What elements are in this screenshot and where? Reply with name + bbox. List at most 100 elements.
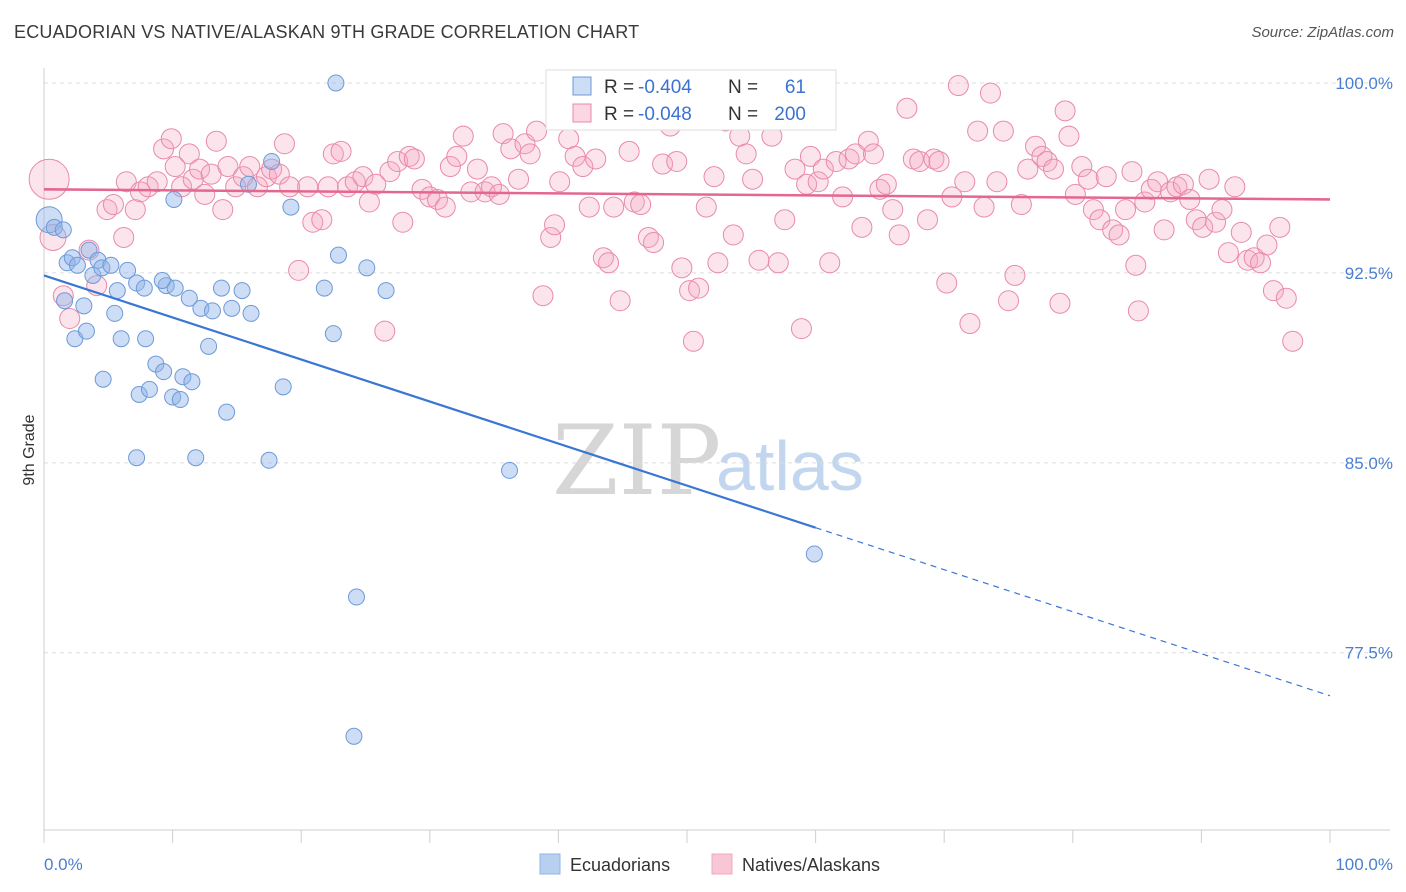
ecuadorian-point bbox=[187, 449, 205, 467]
native-alaskan-point bbox=[317, 176, 339, 198]
ecuadorian-point bbox=[56, 292, 74, 310]
native-alaskan-point bbox=[825, 150, 847, 172]
native-alaskan-point bbox=[967, 120, 989, 142]
native-alaskan-point bbox=[959, 313, 981, 335]
native-alaskan-point bbox=[888, 224, 910, 246]
native-alaskan-point bbox=[572, 156, 594, 178]
y-axis-title: 9th Grade bbox=[21, 414, 38, 485]
ecuadorian-point bbox=[130, 385, 148, 403]
native-alaskan-point bbox=[862, 143, 884, 165]
native-alaskan-point bbox=[790, 318, 812, 340]
native-alaskan-point bbox=[52, 285, 74, 307]
native-alaskan-point bbox=[1275, 287, 1297, 309]
native-alaskan-point bbox=[618, 140, 640, 162]
ecuadorian-point bbox=[102, 256, 120, 274]
native-alaskan-point bbox=[742, 168, 764, 190]
legend-r-label-2: R = bbox=[604, 104, 634, 125]
native-alaskan-point bbox=[909, 150, 931, 172]
native-alaskan-point bbox=[819, 252, 841, 274]
native-alaskan-point bbox=[532, 285, 554, 307]
x-tick-label-max: 100.0% bbox=[1335, 855, 1393, 874]
ecuadorian-point bbox=[137, 330, 155, 348]
ecuadorian-point bbox=[119, 261, 137, 279]
native-alaskan-point bbox=[688, 277, 710, 299]
bottom-legend-swatch-ecuadorians bbox=[539, 853, 561, 875]
bottom-legend-label-natives: Natives/Alaskans bbox=[742, 855, 880, 875]
native-alaskan-point bbox=[466, 158, 488, 180]
axes bbox=[43, 68, 1390, 831]
native-alaskan-point bbox=[205, 130, 227, 152]
legend-n-label-1: N = bbox=[728, 77, 758, 98]
native-alaskan-point bbox=[1071, 156, 1093, 178]
ecuadorian-point bbox=[315, 279, 333, 297]
native-alaskan-point bbox=[707, 252, 729, 274]
native-alaskan-point bbox=[1198, 168, 1220, 190]
native-alaskan-point bbox=[279, 176, 301, 198]
native-alaskan-point bbox=[735, 143, 757, 165]
native-alaskan-point bbox=[387, 150, 409, 172]
legend-r-label-1: R = bbox=[604, 77, 634, 98]
native-alaskan-point bbox=[273, 133, 295, 155]
legend-n-label-2: N = bbox=[728, 104, 758, 125]
ecuadorian-point bbox=[218, 403, 236, 421]
native-alaskan-point bbox=[146, 171, 168, 193]
native-alaskan-point bbox=[671, 257, 693, 279]
ecuadorian-point bbox=[212, 279, 230, 297]
native-alaskan-point bbox=[643, 232, 665, 254]
ecuadorian-point bbox=[329, 246, 347, 264]
native-alaskan-point bbox=[1054, 100, 1076, 122]
native-alaskan-point bbox=[998, 290, 1019, 312]
native-alaskan-point bbox=[392, 211, 414, 233]
ecuadorian-point bbox=[171, 391, 189, 409]
native-alaskan-point bbox=[992, 120, 1014, 142]
native-alaskan-point bbox=[297, 176, 319, 198]
native-alaskan-point bbox=[1282, 330, 1304, 352]
native-alaskan-point bbox=[427, 188, 449, 210]
bottom-legend-swatch-natives bbox=[711, 853, 733, 875]
native-alaskan-point bbox=[585, 148, 607, 170]
legend-r-value-1: -0.404 bbox=[638, 77, 692, 98]
native-alaskan-point bbox=[189, 158, 211, 180]
native-alaskan-point bbox=[807, 171, 829, 193]
ecuadorian-point bbox=[242, 304, 260, 322]
ecuadorian-point bbox=[166, 279, 184, 297]
y-tick-label: 77.5% bbox=[1345, 644, 1393, 663]
legend-swatch-natives bbox=[572, 103, 592, 123]
ecuadorian-point bbox=[200, 337, 218, 355]
native-alaskan-point bbox=[124, 199, 146, 221]
ecuadorian-point bbox=[327, 74, 345, 92]
native-alaskan-point bbox=[1095, 166, 1117, 188]
ecuadorian-point bbox=[282, 198, 300, 216]
ecuadorian-point bbox=[58, 254, 76, 272]
native-alaskan-point bbox=[1049, 292, 1071, 314]
ecuadorian-point bbox=[135, 279, 153, 297]
native-alaskan-point bbox=[558, 128, 580, 150]
native-alaskan-point bbox=[352, 166, 374, 188]
ecuadorians-trend-line bbox=[43, 274, 816, 529]
native-alaskan-point bbox=[1121, 161, 1143, 183]
native-alaskan-point bbox=[1127, 300, 1149, 322]
native-alaskan-point bbox=[603, 196, 625, 218]
native-alaskan-point bbox=[519, 143, 541, 165]
native-alaskan-point bbox=[767, 252, 789, 274]
native-alaskan-point bbox=[217, 156, 239, 178]
ecuadorian-point bbox=[263, 152, 281, 170]
native-alaskan-point bbox=[1108, 224, 1130, 246]
natives-trend-line bbox=[43, 188, 1331, 201]
native-alaskan-point bbox=[666, 150, 688, 172]
native-alaskan-point bbox=[113, 226, 135, 248]
native-alaskan-point bbox=[1043, 158, 1065, 180]
ecuadorian-point bbox=[174, 368, 192, 386]
ecuadorians-trend-extension bbox=[815, 527, 1331, 697]
native-alaskan-point bbox=[857, 130, 879, 152]
ecuadorian-point bbox=[183, 373, 201, 391]
native-alaskan-point bbox=[973, 196, 995, 218]
native-alaskan-point bbox=[500, 138, 522, 160]
native-alaskan-point bbox=[1017, 158, 1039, 180]
ecuadorian-point bbox=[805, 545, 823, 563]
native-alaskan-point bbox=[799, 145, 821, 167]
legend-swatch-ecuadorians bbox=[572, 76, 592, 96]
ecuadorian-point bbox=[165, 190, 183, 208]
legend-n-value-2: 200 bbox=[774, 104, 806, 125]
native-alaskan-point bbox=[403, 148, 425, 170]
